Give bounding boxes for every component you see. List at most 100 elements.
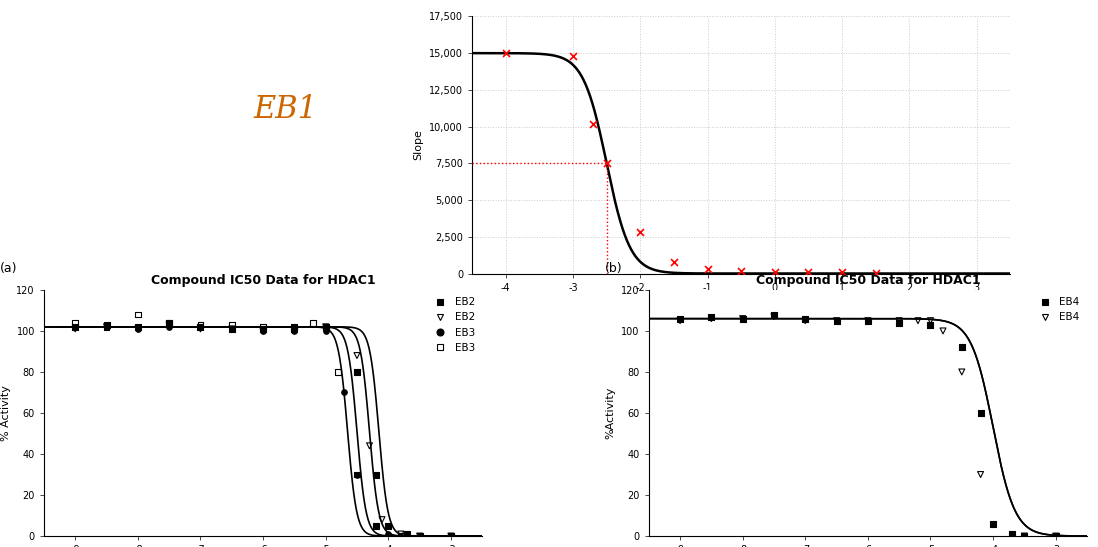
Point bbox=[255, 323, 272, 331]
Point bbox=[336, 388, 354, 397]
Point bbox=[909, 316, 927, 325]
Y-axis label: Slope: Slope bbox=[414, 130, 424, 160]
Point bbox=[67, 323, 85, 331]
Point bbox=[223, 321, 240, 329]
Point bbox=[98, 323, 115, 331]
Point bbox=[698, 265, 716, 274]
Point bbox=[1004, 529, 1021, 538]
Point bbox=[160, 321, 178, 329]
Point bbox=[442, 532, 460, 540]
Point bbox=[285, 324, 303, 333]
Point bbox=[348, 470, 366, 479]
Point bbox=[130, 323, 147, 331]
Point bbox=[67, 324, 85, 333]
Point bbox=[765, 310, 783, 319]
Point bbox=[130, 324, 147, 333]
Point bbox=[399, 529, 416, 538]
Title: Compound IC50 Data for HDAC1: Compound IC50 Data for HDAC1 bbox=[755, 275, 981, 287]
Point bbox=[67, 318, 85, 327]
Point bbox=[160, 318, 178, 327]
Point bbox=[953, 368, 971, 376]
Point bbox=[1046, 532, 1064, 540]
Point bbox=[972, 409, 989, 417]
Point bbox=[304, 318, 322, 327]
Point bbox=[98, 323, 115, 331]
Point bbox=[890, 318, 908, 327]
Text: EB1: EB1 bbox=[254, 94, 317, 125]
Point bbox=[223, 324, 240, 333]
Point bbox=[67, 323, 85, 331]
Point bbox=[192, 323, 210, 331]
Point bbox=[733, 315, 751, 323]
Point bbox=[833, 268, 851, 277]
Point bbox=[317, 323, 335, 331]
Point bbox=[399, 532, 416, 540]
Point bbox=[732, 267, 750, 276]
Legend: EB4, EB4: EB4, EB4 bbox=[1032, 295, 1082, 324]
Point bbox=[564, 52, 582, 61]
Point bbox=[255, 327, 272, 335]
Point bbox=[392, 532, 410, 540]
Point bbox=[223, 324, 240, 333]
Point bbox=[317, 327, 335, 335]
Point bbox=[442, 532, 460, 540]
Point bbox=[223, 324, 240, 333]
Point bbox=[317, 323, 335, 331]
Point bbox=[796, 316, 814, 325]
Point bbox=[796, 315, 814, 323]
Point bbox=[703, 312, 720, 321]
Point bbox=[255, 324, 272, 333]
Point bbox=[285, 324, 303, 333]
Point bbox=[828, 316, 845, 325]
Point bbox=[671, 315, 688, 323]
Point bbox=[255, 327, 272, 335]
Point bbox=[921, 321, 939, 329]
Point bbox=[160, 323, 178, 331]
Point bbox=[733, 315, 751, 323]
Point bbox=[703, 315, 720, 323]
Point bbox=[348, 351, 366, 360]
Point bbox=[828, 316, 845, 325]
Point bbox=[972, 470, 989, 479]
Point bbox=[584, 119, 602, 128]
Point bbox=[392, 529, 410, 538]
Point bbox=[859, 316, 876, 325]
Point bbox=[867, 269, 885, 277]
Point bbox=[192, 324, 210, 333]
Y-axis label: %Activity: %Activity bbox=[606, 387, 616, 439]
Legend: EB2, EB2, EB3, EB3: EB2, EB2, EB3, EB3 bbox=[427, 295, 477, 355]
Point bbox=[411, 532, 428, 540]
X-axis label: log concentration uM: log concentration uM bbox=[682, 298, 800, 308]
Point bbox=[348, 470, 366, 479]
Point bbox=[317, 323, 335, 331]
Point bbox=[98, 323, 115, 331]
Point bbox=[285, 327, 303, 335]
Point bbox=[329, 368, 347, 376]
Y-axis label: % Activity: % Activity bbox=[1, 385, 11, 441]
Point bbox=[98, 321, 115, 329]
Point bbox=[1016, 532, 1033, 540]
Point bbox=[442, 532, 460, 540]
Point bbox=[497, 49, 515, 57]
Point bbox=[380, 521, 397, 530]
Point bbox=[367, 521, 384, 530]
Point bbox=[766, 267, 784, 276]
Text: (b): (b) bbox=[605, 262, 623, 275]
Point bbox=[598, 159, 616, 168]
Point bbox=[160, 318, 178, 327]
Point bbox=[285, 323, 303, 331]
Point bbox=[192, 321, 210, 329]
Text: (a): (a) bbox=[418, 0, 436, 1]
Point bbox=[442, 532, 460, 540]
Point bbox=[934, 327, 952, 335]
Point bbox=[130, 324, 147, 333]
Point bbox=[373, 515, 391, 524]
Point bbox=[367, 470, 384, 479]
Point bbox=[665, 258, 683, 266]
Point bbox=[953, 343, 971, 352]
Point bbox=[921, 316, 939, 325]
Text: (a): (a) bbox=[0, 262, 18, 275]
Point bbox=[984, 520, 1001, 528]
Point bbox=[1046, 532, 1064, 540]
Point bbox=[859, 316, 876, 325]
